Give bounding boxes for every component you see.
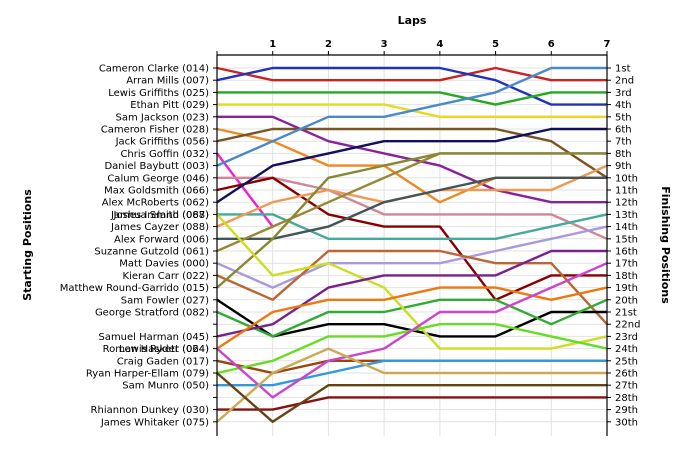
grid bbox=[217, 55, 607, 436]
starting-position-label: Sam Fowler (027) bbox=[121, 295, 209, 306]
series-line bbox=[217, 176, 608, 240]
finishing-position-label: 23rd bbox=[615, 332, 638, 343]
finishing-position-label: 24th bbox=[615, 344, 638, 355]
series-line bbox=[217, 176, 607, 241]
finishing-position-label: 14th bbox=[615, 222, 638, 233]
series-line bbox=[216, 249, 608, 326]
finishing-position-label: 21st bbox=[615, 308, 637, 319]
series-line bbox=[216, 127, 607, 204]
finishing-position-label: 13th bbox=[615, 210, 638, 221]
starting-position-label: Daniel Baybutt (003) bbox=[104, 161, 209, 172]
finishing-position-label: 9th bbox=[615, 161, 632, 172]
series-line bbox=[216, 127, 608, 179]
series-line bbox=[217, 396, 607, 411]
starting-position-label: Ethan Pitt (029) bbox=[130, 100, 209, 111]
starting-position-label: Rhiannon Dunkey (030) bbox=[91, 405, 210, 416]
finishing-position-label: 4th bbox=[615, 100, 632, 111]
finishing-position-label: 5th bbox=[615, 112, 632, 123]
series-line bbox=[216, 152, 607, 289]
finishing-position-label: 6th bbox=[615, 125, 632, 136]
finishing-position-label: 12th bbox=[615, 198, 638, 209]
starting-position-label: Suzanne Gutzold (061) bbox=[94, 247, 209, 258]
axes bbox=[213, 51, 611, 436]
finishing-position-label: 10th bbox=[615, 173, 638, 184]
series-line bbox=[217, 359, 607, 387]
finishing-position-label: 28th bbox=[615, 393, 638, 404]
chart-title: Laps bbox=[398, 14, 427, 27]
starting-position-label: Cameron Fisher (028) bbox=[101, 125, 209, 136]
series-line bbox=[216, 372, 607, 423]
starting-position-label: Sam Jackson (023) bbox=[116, 112, 210, 123]
starting-position-label: Calum George (046) bbox=[107, 173, 209, 184]
lap-tick-label: 3 bbox=[381, 39, 388, 50]
series-line bbox=[217, 213, 608, 241]
starting-position-label: James Whitaker (075) bbox=[100, 417, 209, 428]
lap-tick-label: 7 bbox=[604, 39, 611, 50]
finishing-position-label: 2nd bbox=[615, 76, 634, 87]
lap-tick-label: 6 bbox=[548, 39, 555, 50]
finishing-position-label: 17th bbox=[615, 259, 638, 270]
y-axis-label-left: Starting Positions bbox=[21, 189, 34, 301]
starting-position-label: James Cayzer (088) bbox=[110, 222, 209, 233]
starting-position-label: Chris Goffin (032) bbox=[120, 149, 209, 160]
finishing-position-label: 20th bbox=[615, 295, 638, 306]
series-line bbox=[216, 225, 608, 289]
series-line bbox=[216, 66, 607, 167]
finishing-position-label: 29th bbox=[615, 405, 638, 416]
finishing-position-label: 1st bbox=[615, 64, 631, 75]
series-line bbox=[216, 249, 607, 338]
lap-tick-label: 1 bbox=[269, 39, 276, 50]
series-line bbox=[216, 298, 608, 338]
starting-position-label: James Ireland (068) bbox=[110, 210, 209, 221]
starting-position-label: Craig Gaden (017) bbox=[117, 356, 209, 367]
series-line bbox=[216, 66, 607, 106]
finishing-position-label: 30th bbox=[615, 417, 638, 428]
series-line bbox=[216, 66, 607, 82]
finishing-position-labels: 1st2nd3rd4th5th6th7th8th9th10th11th12th1… bbox=[615, 64, 640, 429]
lap-tick-label: 4 bbox=[436, 39, 443, 50]
starting-position-label: Sam Munro (050) bbox=[122, 381, 209, 392]
starting-position-label: Ryan Harper-Ellam (079) bbox=[86, 369, 209, 380]
starting-position-label: Matt Davies (000) bbox=[119, 259, 209, 270]
starting-position-label: Roman Haskett (024) bbox=[103, 344, 209, 355]
starting-position-label: Joshua Smith (087) bbox=[113, 210, 210, 221]
starting-position-label: Lewis Griffiths (025) bbox=[108, 88, 209, 99]
series-layer bbox=[216, 66, 608, 423]
series-line bbox=[217, 91, 607, 106]
starting-position-label: Max Goldsmith (066) bbox=[104, 186, 209, 197]
starting-position-label: Kieran Carr (022) bbox=[123, 271, 210, 282]
series-line bbox=[216, 286, 608, 350]
lap-tick-label: 2 bbox=[325, 39, 332, 50]
lap-tick-labels: 1 2 3 4 5 6 7 bbox=[269, 39, 610, 50]
finishing-position-label: 18th bbox=[615, 271, 638, 282]
y-axis-label-right: Finishing Positions bbox=[659, 186, 672, 304]
finishing-position-label: 19th bbox=[615, 283, 638, 294]
series-line bbox=[216, 347, 607, 423]
starting-position-label: Arran Mills (007) bbox=[126, 76, 209, 87]
starting-position-label: Matthew Round-Garrido (015) bbox=[60, 283, 209, 294]
finishing-position-label: 7th bbox=[615, 137, 632, 148]
finishing-position-label: 3rd bbox=[615, 88, 632, 99]
series-line bbox=[216, 213, 608, 350]
finishing-position-label: 25th bbox=[615, 356, 638, 367]
finishing-position-label: 15th bbox=[615, 234, 638, 245]
starting-position-label: Samuel Harman (045) bbox=[98, 332, 209, 343]
starting-position-label: George Stratford (082) bbox=[95, 308, 209, 319]
starting-position-label: Lewis Ryder (064) bbox=[119, 344, 209, 355]
lap-tick-label: 5 bbox=[492, 39, 499, 50]
finishing-position-label: 22nd bbox=[615, 320, 640, 331]
starting-position-label: Cameron Clarke (014) bbox=[99, 64, 209, 75]
finishing-position-label: 26th bbox=[615, 369, 638, 380]
finishing-position-label: 8th bbox=[615, 149, 632, 160]
starting-position-label: Jack Griffiths (056) bbox=[115, 137, 209, 148]
starting-position-label: Alex McRoberts (062) bbox=[102, 198, 209, 209]
series-line bbox=[216, 262, 608, 399]
finishing-position-label: 27th bbox=[615, 381, 638, 392]
finishing-position-label: 16th bbox=[615, 247, 638, 258]
finishing-position-label: 11th bbox=[615, 186, 638, 197]
starting-position-label: Alex Forward (006) bbox=[114, 234, 209, 245]
starting-position-labels: Cameron Clarke (014)Arran Mills (007)Lew… bbox=[60, 64, 209, 429]
series-line bbox=[216, 176, 607, 301]
